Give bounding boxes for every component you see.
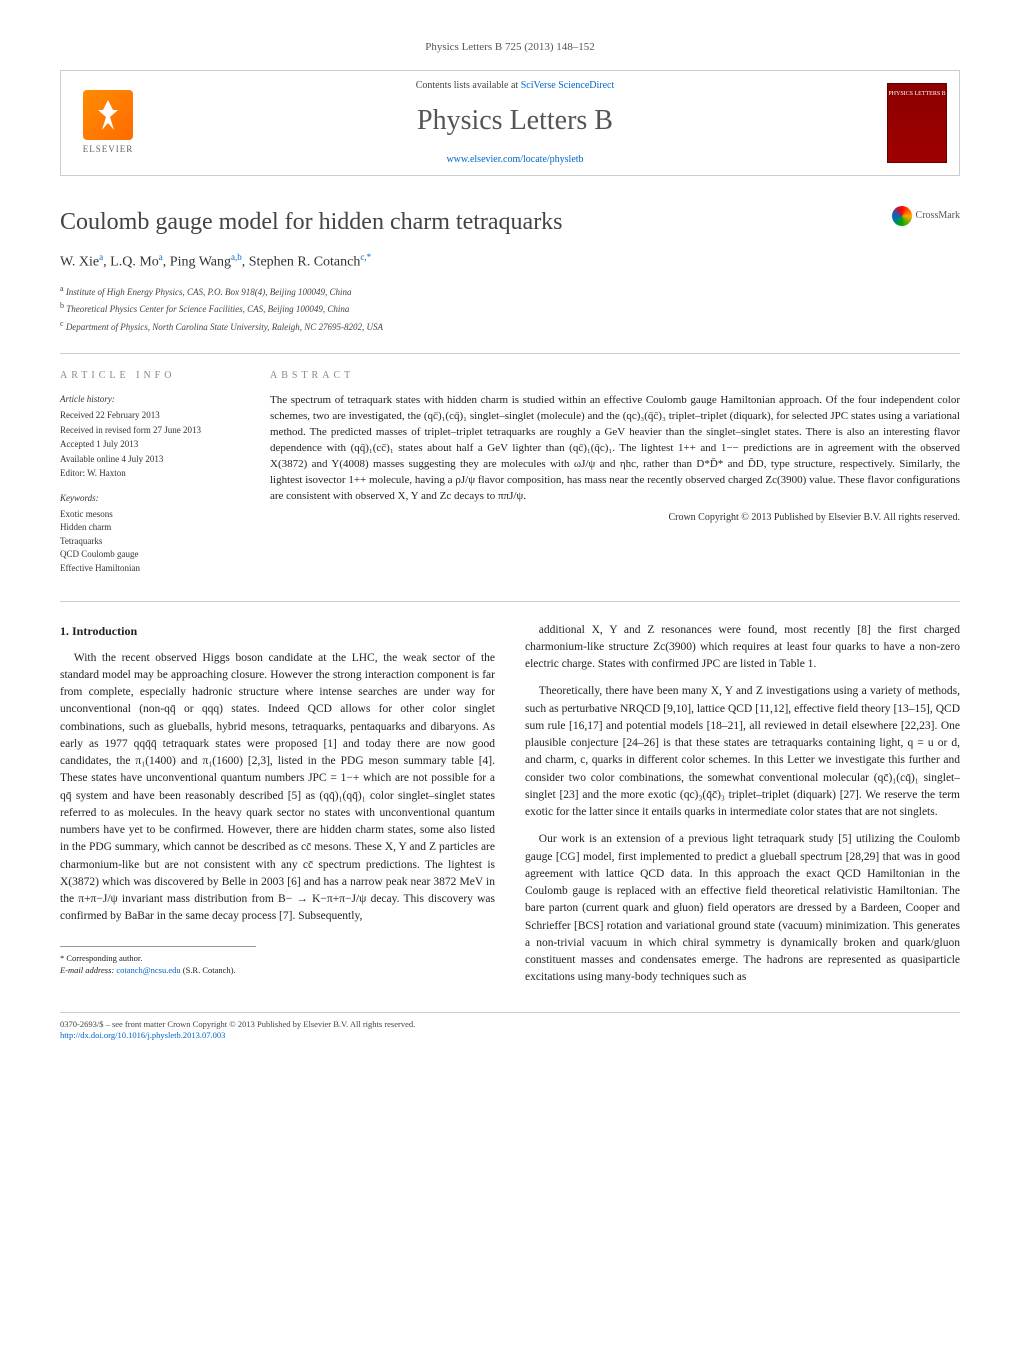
issn-copyright: 0370-2693/$ – see front matter Crown Cop… [60, 1019, 960, 1031]
author-1: W. Xie [60, 255, 99, 270]
journal-cover-thumbnail: PHYSICS LETTERS B [887, 83, 947, 163]
author-2: , L.Q. Mo [103, 255, 159, 270]
affiliation-b-text: Theoretical Physics Center for Science F… [66, 304, 349, 314]
article-title: Coulomb gauge model for hidden charm tet… [60, 206, 960, 240]
corresponding-author-note: * Corresponding author. E-mail address: … [60, 946, 256, 978]
affiliations: a Institute of High Energy Physics, CAS,… [60, 283, 960, 334]
author-4: , Stephen R. Cotanch [242, 255, 361, 270]
elsevier-logo: ELSEVIER [73, 83, 143, 163]
history-item: Available online 4 July 2013 [60, 453, 240, 466]
section-1-heading: 1. Introduction [60, 622, 495, 640]
keyword-item: Exotic mesons [60, 508, 240, 521]
history-item: Accepted 1 July 2013 [60, 438, 240, 451]
article-info-header: article info [60, 369, 240, 383]
sciencedirect-link[interactable]: SciVerse ScienceDirect [521, 80, 615, 91]
cover-label: PHYSICS LETTERS B [888, 90, 945, 98]
abstract-column: abstract The spectrum of tetraquark stat… [270, 369, 960, 575]
intro-paragraph-3: Theoretically, there have been many X, Y… [525, 683, 960, 821]
elsevier-tree-icon [83, 90, 133, 140]
author-list: W. Xiea, L.Q. Moa, Ping Wanga,b, Stephen… [60, 251, 960, 272]
corresponding-email[interactable]: cotanch@ncsu.edu [116, 965, 180, 975]
divider [60, 353, 960, 354]
crossmark-icon [892, 206, 912, 226]
page-footer: 0370-2693/$ – see front matter Crown Cop… [60, 1012, 960, 1043]
abstract-header: abstract [270, 369, 960, 383]
email-label: E-mail address: [60, 965, 116, 975]
affiliation-a-text: Institute of High Energy Physics, CAS, P… [66, 287, 352, 297]
history-label: Article history: [60, 393, 240, 406]
keyword-item: QCD Coulomb gauge [60, 548, 240, 561]
journal-title: Physics Letters B [143, 101, 887, 140]
keyword-item: Effective Hamiltonian [60, 562, 240, 575]
history-item: Editor: W. Haxton [60, 467, 240, 480]
body-two-column: 1. Introduction With the recent observed… [60, 622, 960, 997]
article-info-column: article info Article history: Received 2… [60, 369, 240, 575]
history-item: Received 22 February 2013 [60, 409, 240, 422]
author-3-affil: a,b [231, 252, 242, 262]
keywords-label: Keywords: [60, 492, 240, 505]
email-person: (S.R. Cotanch). [181, 965, 236, 975]
info-abstract-row: article info Article history: Received 2… [60, 369, 960, 575]
intro-paragraph-2: additional X, Y and Z resonances were fo… [525, 622, 960, 674]
banner-center: Contents lists available at SciVerse Sci… [143, 79, 887, 166]
corresponding-star: * Corresponding author. [60, 952, 256, 965]
keyword-item: Hidden charm [60, 521, 240, 534]
author-4-affil: c,* [360, 252, 371, 262]
journal-reference: Physics Letters B 725 (2013) 148–152 [60, 40, 960, 55]
author-3: , Ping Wang [163, 255, 231, 270]
journal-banner: ELSEVIER Contents lists available at Sci… [60, 70, 960, 175]
contents-available: Contents lists available at SciVerse Sci… [143, 79, 887, 93]
divider [60, 601, 960, 602]
contents-prefix: Contents lists available at [416, 80, 521, 91]
crossmark-badge[interactable]: CrossMark [892, 206, 960, 226]
keyword-item: Tetraquarks [60, 535, 240, 548]
history-item: Received in revised form 27 June 2013 [60, 424, 240, 437]
right-column: additional X, Y and Z resonances were fo… [525, 622, 960, 997]
doi-link[interactable]: http://dx.doi.org/10.1016/j.physletb.201… [60, 1030, 225, 1040]
affiliation-a: a Institute of High Energy Physics, CAS,… [60, 283, 960, 299]
affiliation-c-text: Department of Physics, North Carolina St… [66, 322, 383, 332]
locate-link[interactable]: www.elsevier.com/locate/physletb [446, 154, 583, 165]
intro-paragraph-4: Our work is an extension of a previous l… [525, 831, 960, 986]
affiliation-b: b Theoretical Physics Center for Science… [60, 300, 960, 316]
abstract-copyright: Crown Copyright © 2013 Published by Else… [270, 511, 960, 525]
elsevier-name: ELSEVIER [83, 143, 134, 156]
intro-paragraph-1: With the recent observed Higgs boson can… [60, 650, 495, 926]
affiliation-c: c Department of Physics, North Carolina … [60, 318, 960, 334]
left-column: 1. Introduction With the recent observed… [60, 622, 495, 997]
crossmark-label: CrossMark [916, 209, 960, 223]
abstract-text: The spectrum of tetraquark states with h… [270, 393, 960, 505]
